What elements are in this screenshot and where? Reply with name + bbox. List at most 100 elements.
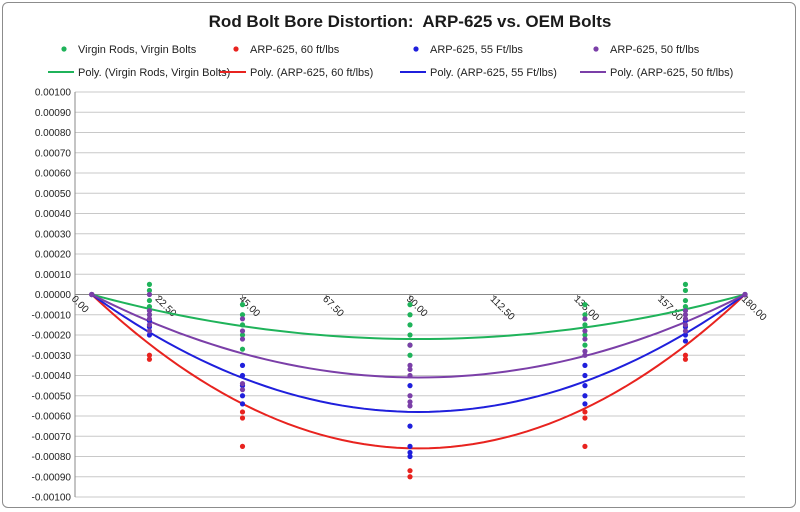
data-point-series-0 (682, 304, 689, 310)
y-tick-label: -0.00080 (32, 452, 72, 463)
legend-label: ARP-625, 50 ft/lbs (610, 44, 700, 56)
x-axis: 0.00 22.50 45.00 67.50 90.00 112.50 135.00 157.… (69, 294, 769, 324)
data-point-series-3 (146, 316, 153, 322)
data-point-series-3 (89, 291, 95, 298)
data-point-series-3 (146, 322, 153, 328)
data-point-series-3 (146, 328, 153, 334)
y-tick-label: -0.00050 (32, 391, 72, 402)
data-point-series-0 (239, 322, 246, 328)
data-point-series-3 (742, 291, 748, 298)
x-tick-label: 0.00 (69, 294, 91, 316)
data-point-series-3 (146, 308, 153, 314)
data-point-series-2 (682, 338, 689, 344)
legend-marker (593, 46, 599, 52)
data-point-series-3 (682, 316, 689, 322)
x-tick-label: 157.50 (655, 294, 685, 324)
data-point-series-3 (239, 316, 246, 322)
data-point-series-1 (407, 474, 413, 480)
data-point-series-1 (239, 415, 246, 421)
y-tick-label: 0.00010 (35, 270, 72, 281)
data-point-series-3 (407, 342, 413, 348)
legend-trendline-label: Poly. (Virgin Rods, Virgin Bolts) (78, 67, 230, 79)
data-point-series-2 (682, 332, 689, 338)
data-point-series-1 (239, 409, 246, 415)
legend-label: ARP-625, 55 Ft/lbs (430, 44, 523, 56)
data-point-series-0 (407, 332, 413, 338)
y-tick-label: 0.00080 (35, 128, 72, 139)
x-tick-label: 22.50 (153, 294, 179, 320)
data-point-series-0 (682, 297, 689, 304)
data-point-series-3 (407, 399, 413, 405)
data-point-series-1 (582, 443, 588, 449)
data-point-series-0 (239, 302, 246, 308)
y-tick-label: 0.00050 (35, 189, 72, 200)
data-point-series-0 (582, 312, 588, 318)
legend-marker (233, 46, 239, 52)
data-point-series-1 (582, 415, 588, 421)
data-point-series-0 (407, 302, 413, 308)
data-point-series-0 (239, 346, 246, 352)
chart-legend: Virgin Rods, Virgin Bolts Poly. (Virgin R… (48, 44, 733, 79)
data-point-series-3 (239, 387, 246, 393)
legend-trendline-label: Poly. (ARP-625, 60 ft/lbs) (250, 67, 373, 79)
data-point-series-1 (146, 352, 153, 358)
data-point-series-3 (239, 336, 246, 342)
data-point-series-3 (407, 372, 413, 379)
data-point-series-1 (582, 409, 588, 415)
trendlines (91, 293, 746, 450)
data-point-series-0 (146, 304, 153, 310)
data-point-series-1 (239, 443, 246, 449)
data-point-series-0 (582, 322, 588, 328)
trendline-3 (91, 293, 746, 379)
y-tick-label: 0.00020 (35, 250, 72, 261)
data-point-series-3 (582, 328, 588, 334)
data-point-series-3 (407, 362, 413, 368)
y-tick-label: -0.00030 (32, 351, 72, 362)
data-point-series-0 (407, 352, 413, 358)
data-point-series-2 (146, 332, 153, 338)
data-point-series-3 (682, 312, 689, 318)
data-point-series-2 (407, 443, 413, 449)
legend-trendline-label: Poly. (ARP-625, 55 Ft/lbs) (430, 67, 557, 79)
data-point-series-2 (407, 449, 413, 456)
data-point-series-1 (146, 356, 153, 362)
data-point-series-3 (407, 393, 413, 399)
data-point-series-0 (239, 312, 246, 318)
y-tick-label: 0.00070 (35, 148, 72, 159)
data-point-series-2 (239, 362, 246, 368)
legend-label: Virgin Rods, Virgin Bolts (78, 44, 197, 56)
data-point-series-3 (407, 403, 413, 409)
data-point-series-3 (682, 308, 689, 314)
data-point-series-3 (146, 291, 153, 298)
chart-title: Rod Bolt Bore Distortion: ARP-625 vs. OE… (209, 12, 612, 31)
y-axis: 0.00100 0.00090 0.00080 0.00070 0.00060 0.000… (32, 88, 76, 504)
y-tick-label: -0.00040 (32, 371, 72, 382)
y-tick-label: 0.00030 (35, 229, 72, 240)
data-point-series-1 (682, 356, 689, 362)
y-tick-label: -0.00100 (32, 493, 72, 504)
y-tick-label: -0.00070 (32, 432, 72, 443)
legend-trendline-label: Poly. (ARP-625, 50 ft/lbs) (610, 67, 733, 79)
y-tick-label: 0.00040 (35, 209, 72, 220)
y-tick-label: -0.00060 (32, 412, 72, 423)
data-point-series-0 (582, 342, 588, 348)
data-points (89, 281, 748, 480)
data-point-series-3 (582, 348, 588, 354)
data-point-series-3 (239, 328, 246, 334)
data-point-series-2 (407, 423, 413, 429)
data-point-series-3 (407, 366, 413, 373)
data-point-series-1 (407, 468, 413, 474)
legend-marker (413, 46, 419, 52)
data-point-series-0 (407, 322, 413, 328)
data-point-series-0 (682, 281, 689, 287)
trendline-1 (91, 293, 746, 450)
data-point-series-2 (582, 393, 588, 399)
data-point-series-3 (682, 322, 689, 328)
data-point-series-3 (682, 328, 689, 334)
data-point-series-3 (239, 381, 246, 387)
data-point-series-2 (582, 401, 588, 407)
legend-marker (61, 46, 67, 52)
data-point-series-1 (682, 352, 689, 358)
legend-label: ARP-625, 60 ft/lbs (250, 44, 340, 56)
